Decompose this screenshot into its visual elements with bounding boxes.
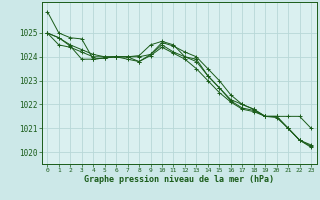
X-axis label: Graphe pression niveau de la mer (hPa): Graphe pression niveau de la mer (hPa) <box>84 175 274 184</box>
